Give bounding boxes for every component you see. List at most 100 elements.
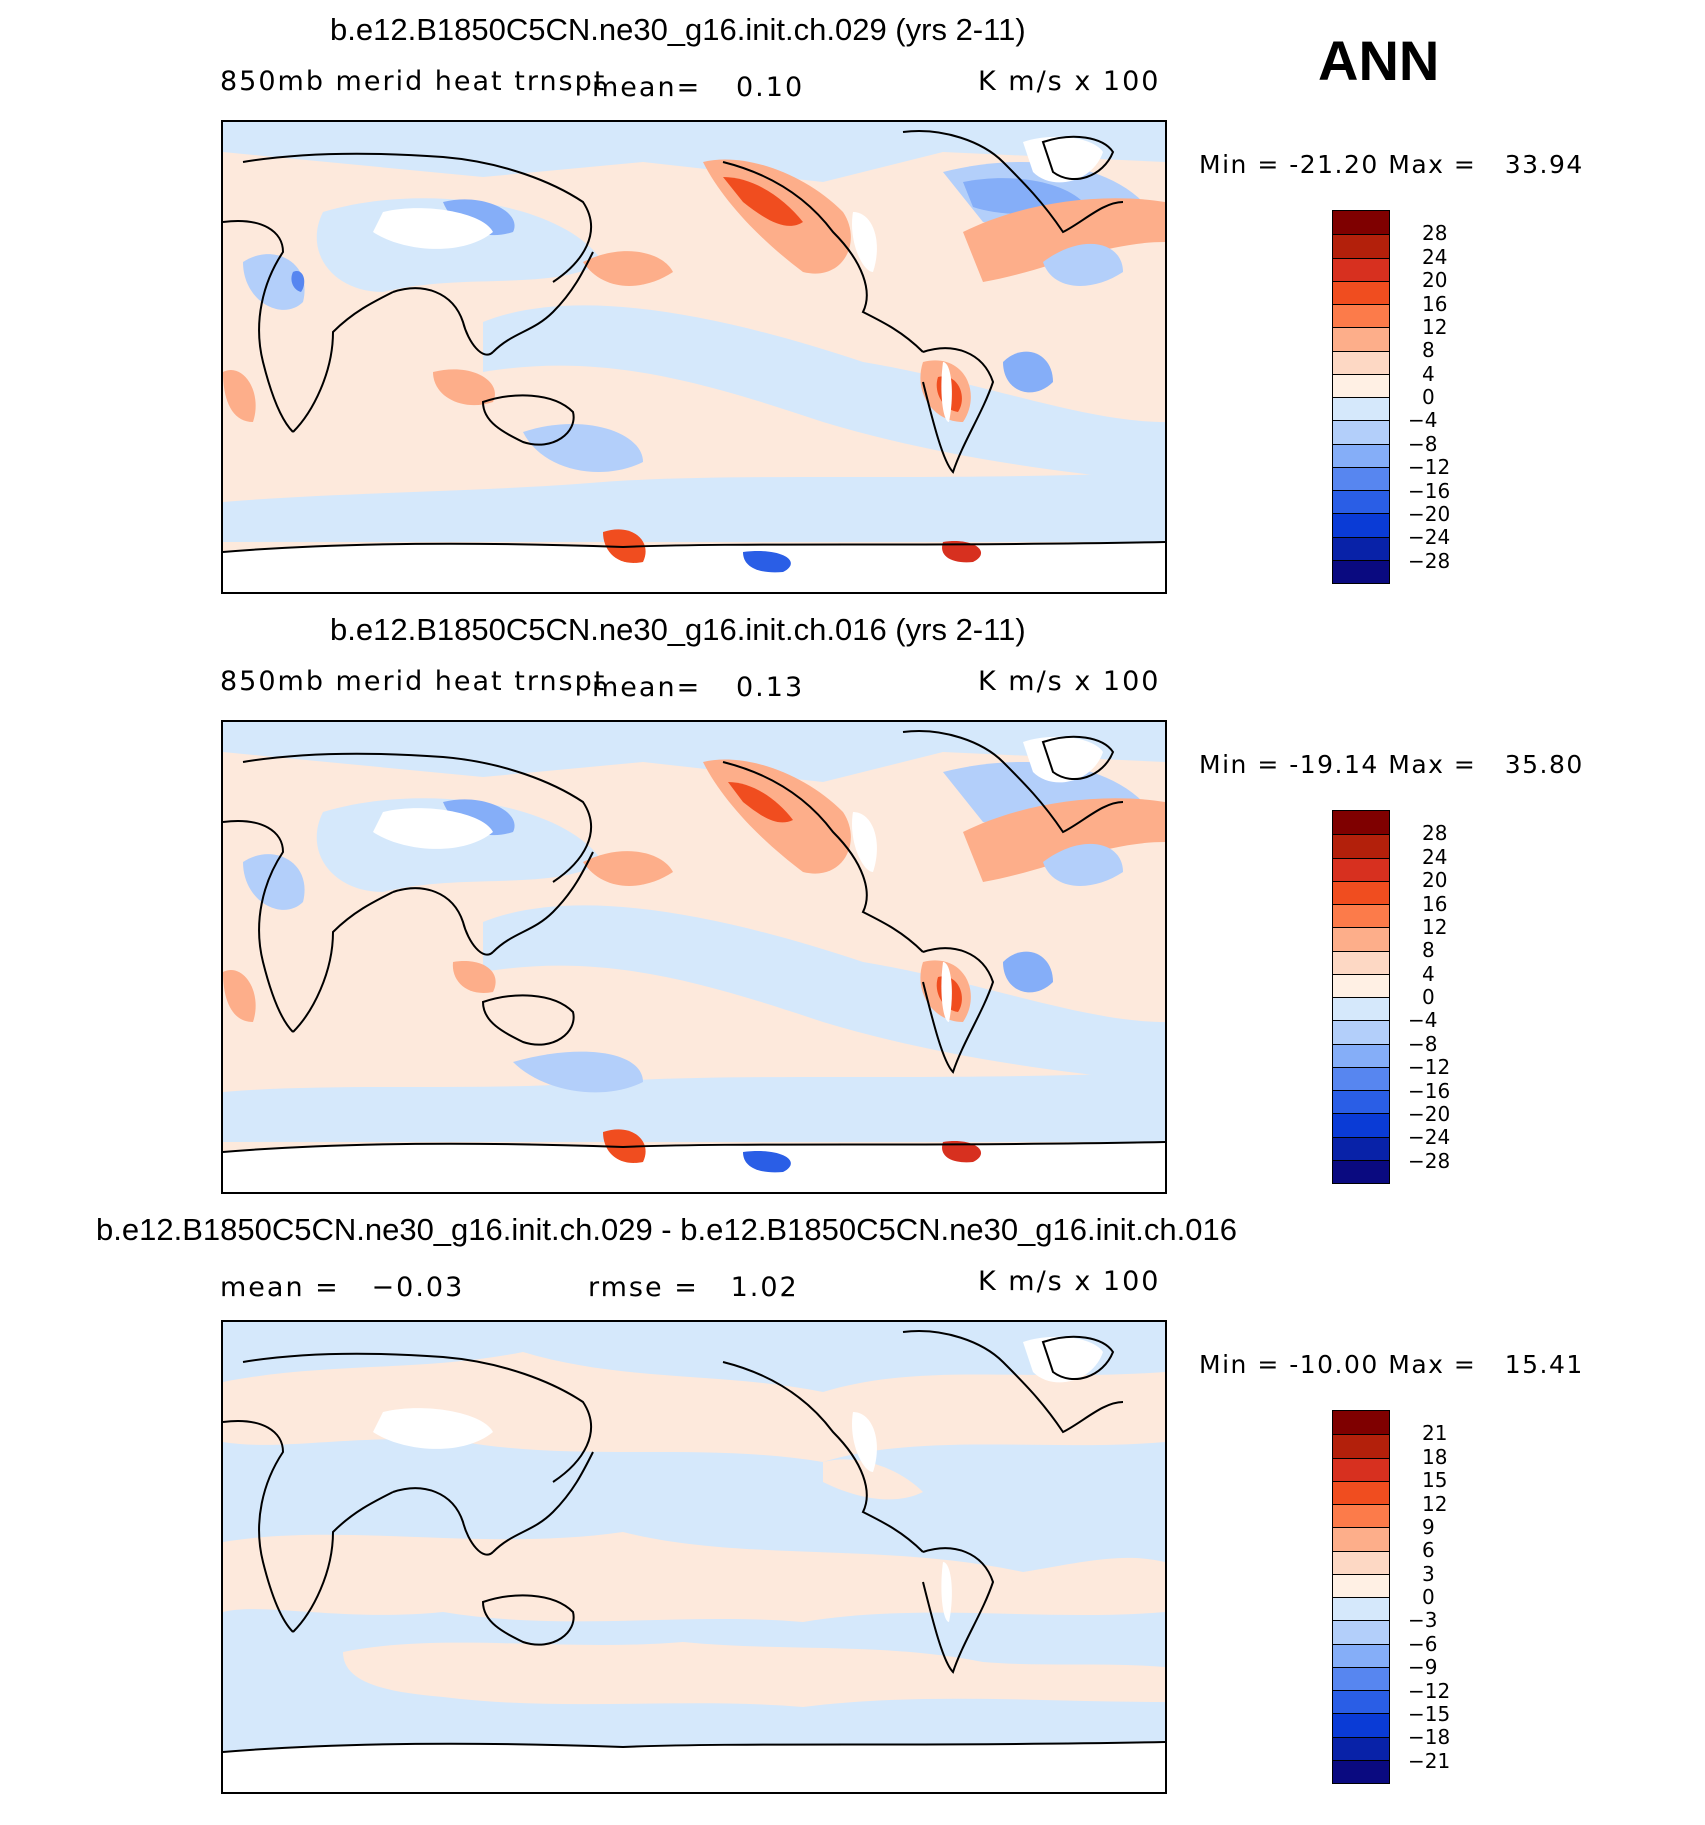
colorbar-tick-label: −18: [1408, 1725, 1451, 1750]
colorbar-tick-label: 15: [1422, 1468, 1448, 1493]
panel-3-mean-value: −0.03: [371, 1272, 465, 1303]
colorbar-tick-label: 24: [1422, 244, 1448, 269]
colorbar-tick-label: −8: [1408, 431, 1438, 456]
panel-3-rmse-value: 1.02: [730, 1272, 799, 1303]
panel-2-min-label: Min: [1199, 750, 1248, 779]
colorbar-tick-label: −8: [1408, 1031, 1438, 1056]
colorbar-tick-label: −28: [1408, 548, 1451, 573]
panel-3-mean-label: mean =: [220, 1272, 340, 1303]
colorbar-swatch: [1333, 997, 1389, 1021]
colorbar-tick-label: −4: [1408, 408, 1438, 433]
colorbar-swatch: [1333, 1597, 1389, 1621]
panel-3-colorbar: [1332, 1410, 1390, 1784]
colorbar-swatch: [1333, 880, 1389, 904]
colorbar-swatch: [1333, 1480, 1389, 1504]
colorbar-tick-label: 28: [1422, 821, 1448, 846]
colorbar-swatch: [1333, 1457, 1389, 1481]
panel-2-units: K m/s x 100: [978, 666, 1161, 697]
colorbar-tick-label: −21: [1408, 1748, 1451, 1773]
colorbar-swatch: [1333, 973, 1389, 997]
colorbar-tick-label: 0: [1422, 1585, 1435, 1609]
panel-1-min-max: Min = -21.20 Max = 33.94: [1199, 150, 1584, 179]
colorbar-swatch: [1333, 1736, 1389, 1760]
colorbar-tick-label: 0: [1422, 985, 1435, 1009]
colorbar-swatch: [1333, 257, 1389, 281]
colorbar-swatch: [1333, 950, 1389, 974]
panel-3-rmse: rmse = 1.02: [588, 1272, 799, 1303]
colorbar-swatch: [1333, 1527, 1389, 1551]
colorbar-tick-label: 16: [1422, 291, 1448, 316]
colorbar-tick-label: −20: [1408, 501, 1451, 526]
colorbar-swatch: [1333, 280, 1389, 304]
colorbar-tick-label: −4: [1408, 1008, 1438, 1033]
colorbar-swatch: [1333, 1136, 1389, 1160]
colorbar-tick-label: 3: [1422, 1561, 1435, 1586]
colorbar-tick-label: −12: [1408, 455, 1451, 480]
panel-2-field: [223, 722, 1165, 1192]
panel-1-mean-value: 0.10: [736, 72, 805, 103]
colorbar-swatch: [1333, 350, 1389, 374]
colorbar-swatch: [1333, 1159, 1389, 1183]
panel-2-title: b.e12.B1850C5CN.ne30_g16.init.ch.016 (yr…: [330, 612, 1026, 647]
panel-3-units: K m/s x 100: [978, 1266, 1161, 1297]
panel-3-field: [223, 1322, 1165, 1792]
panel-1-min-value: -21.20: [1289, 150, 1379, 179]
colorbar-tick-label: 12: [1422, 1491, 1448, 1516]
colorbar-swatch: [1333, 466, 1389, 490]
panel-1-title: b.e12.B1850C5CN.ne30_g16.init.ch.029 (yr…: [330, 12, 1026, 47]
colorbar-tick-label: −15: [1408, 1701, 1451, 1726]
colorbar-tick-label: 6: [1422, 1538, 1435, 1563]
colorbar-tick-label: 12: [1422, 314, 1448, 339]
colorbar-swatch: [1333, 1113, 1389, 1137]
panel-2-colorbar: [1332, 810, 1390, 1184]
colorbar-swatch: [1333, 373, 1389, 397]
colorbar-swatch: [1333, 420, 1389, 444]
panel-2-min-value: -19.14: [1289, 750, 1379, 779]
colorbar-tick-label: −24: [1408, 525, 1451, 550]
colorbar-tick-label: −3: [1408, 1608, 1438, 1633]
colorbar-swatch: [1333, 536, 1389, 560]
panel-1-max-label: Max: [1388, 150, 1445, 179]
panel-2-max-value: 35.80: [1504, 750, 1584, 779]
colorbar-tick-label: 4: [1422, 961, 1435, 986]
panel-2-variable: 850mb merid heat trnspt: [220, 666, 607, 697]
colorbar-swatch: [1333, 327, 1389, 351]
panel-1-mean-label: mean=: [592, 72, 702, 103]
colorbar-tick-label: 0: [1422, 385, 1435, 409]
colorbar-tick-label: 4: [1422, 361, 1435, 386]
panel-3-map: [221, 1320, 1167, 1794]
colorbar-tick-label: 18: [1422, 1444, 1448, 1469]
panel-3-mean: mean = −0.03: [220, 1272, 464, 1303]
colorbar-swatch: [1333, 211, 1389, 235]
panel-3-min-value: -10.00: [1289, 1350, 1379, 1379]
colorbar-swatch: [1333, 1434, 1389, 1458]
panel-3-title: b.e12.B1850C5CN.ne30_g16.init.ch.029 - b…: [96, 1212, 1237, 1247]
colorbar-swatch: [1333, 1759, 1389, 1783]
colorbar-tick-label: 9: [1422, 1514, 1435, 1539]
panel-1-colorbar: [1332, 210, 1390, 584]
colorbar-swatch: [1333, 234, 1389, 258]
panel-2-mean-label: mean=: [592, 672, 702, 703]
colorbar-swatch: [1333, 1620, 1389, 1644]
colorbar-swatch: [1333, 1043, 1389, 1067]
panel-3-min-max: Min = -10.00 Max = 15.41: [1199, 1350, 1584, 1379]
panel-1-map: [221, 120, 1167, 594]
colorbar-tick-label: −6: [1408, 1631, 1438, 1656]
panel-1-min-label: Min: [1199, 150, 1248, 179]
season-label: ANN: [1318, 29, 1440, 92]
colorbar-swatch: [1333, 1666, 1389, 1690]
colorbar-tick-label: 16: [1422, 891, 1448, 916]
colorbar-swatch: [1333, 1690, 1389, 1714]
panel-2-map: [221, 720, 1167, 1194]
colorbar-tick-label: 8: [1422, 338, 1435, 363]
colorbar-swatch: [1333, 1020, 1389, 1044]
colorbar-swatch: [1333, 1573, 1389, 1597]
colorbar-tick-label: −24: [1408, 1125, 1451, 1150]
panel-2-max-label: Max: [1388, 750, 1445, 779]
colorbar-swatch: [1333, 834, 1389, 858]
colorbar-swatch: [1333, 1550, 1389, 1574]
colorbar-swatch: [1333, 490, 1389, 514]
colorbar-tick-label: 8: [1422, 938, 1435, 963]
panel-1-units: K m/s x 100: [978, 66, 1161, 97]
panel-1-field: [223, 122, 1165, 592]
